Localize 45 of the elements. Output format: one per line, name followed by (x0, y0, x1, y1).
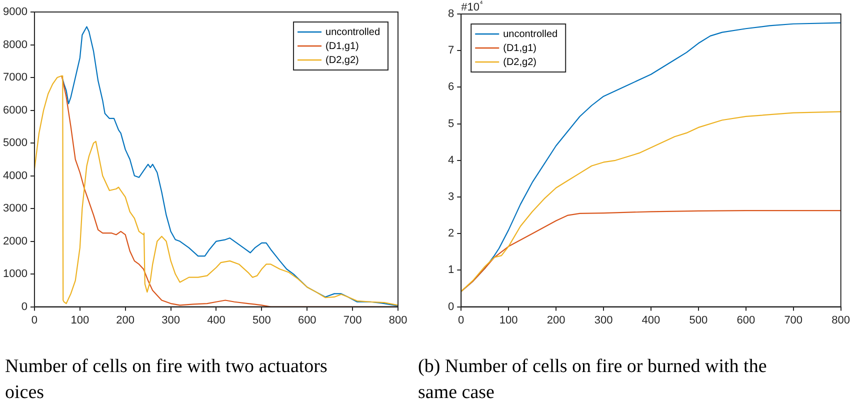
x-tick-label: 0 (458, 314, 464, 326)
y-tick-label: 6 (448, 81, 454, 94)
legend-label: uncontrolled (503, 28, 558, 40)
y-tick-label: 9000 (2, 6, 28, 18)
y-tick-label: 0 (21, 300, 28, 313)
y-tick-label: 7 (448, 44, 454, 57)
y-tick-label: 5 (448, 118, 454, 130)
x-tick-label: 100 (499, 314, 518, 326)
x-tick-label: 400 (642, 314, 660, 326)
text: (b) Number of cells on fire or burned with the same case (418, 355, 767, 405)
x-tick-label: 400 (207, 314, 226, 326)
y-tick-label: 7000 (2, 72, 28, 84)
y-tick-label: 1000 (2, 268, 28, 280)
legend-label: uncontrolled (326, 26, 380, 38)
x-tick-label: 800 (388, 314, 408, 326)
y-tick-label: 4 (448, 154, 454, 166)
y-tick-label: 8 (448, 8, 454, 20)
x-tick-label: 300 (162, 314, 180, 326)
x-tick-label: 500 (689, 314, 708, 326)
y-tick-label: 3 (448, 191, 454, 204)
y-tick-label: 3000 (2, 202, 28, 215)
x-tick-label: 0 (31, 314, 38, 326)
y-tick-label: 5000 (2, 137, 28, 150)
legend-label: (D2,g2) (326, 54, 359, 66)
legend-label: (D1,g1) (503, 42, 536, 54)
x-tick-label: 700 (343, 314, 362, 326)
text: Number of cells on fire with two actuators oices (5, 355, 328, 405)
y-tick-label: 2 (448, 228, 454, 240)
x-tick-label: 200 (116, 314, 135, 326)
x-tick-label: 300 (594, 314, 613, 326)
x-tick-label: 800 (832, 314, 850, 326)
y-tick-label: 6000 (2, 104, 28, 116)
legend-label: (D2,g2) (503, 56, 536, 68)
x-tick-label: 500 (252, 314, 271, 326)
legend-label: (D1,g1) (326, 40, 359, 52)
x-tick-label: 200 (546, 314, 566, 326)
x-tick-label: 600 (736, 314, 756, 326)
x-tick-label: 700 (784, 314, 803, 326)
y-tick-label: 8000 (2, 38, 28, 51)
y-tick-label: 1 (448, 264, 454, 276)
x-tick-label: 100 (70, 314, 90, 326)
x-tick-label: 600 (298, 314, 316, 326)
y-tick-label: 0 (448, 300, 454, 313)
y-tick-label: 2000 (2, 235, 28, 248)
y-tick-label: 4000 (2, 170, 28, 182)
